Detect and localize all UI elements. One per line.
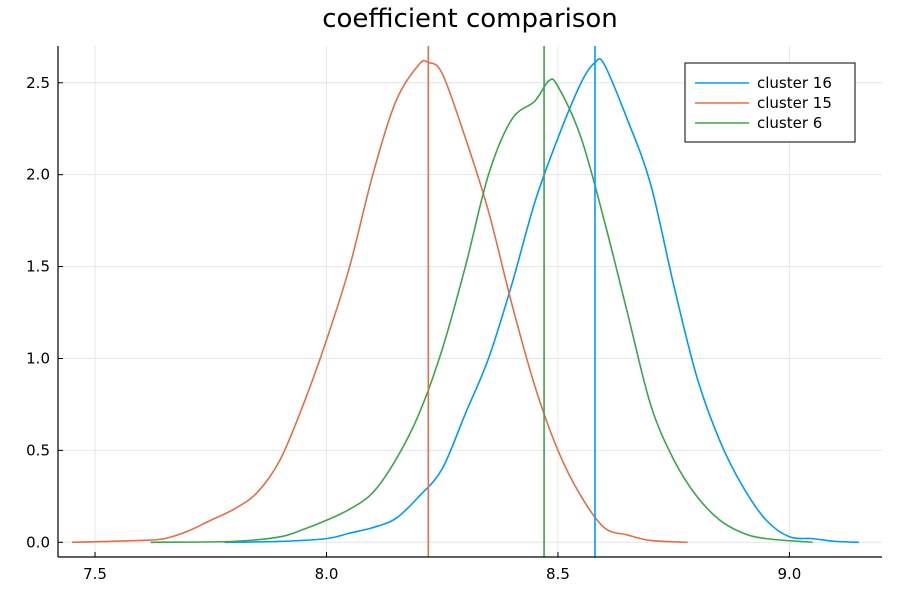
y-tick-label: 0.5 [26,441,50,459]
y-tick-label: 1.0 [26,349,50,367]
x-tick-label: 8.5 [546,565,570,583]
density-line-1 [224,57,859,544]
y-tick-label: 2.0 [26,166,50,184]
legend-label: cluster 15 [757,94,832,112]
mean-lines [427,46,596,557]
y-tick-label: 0.0 [26,533,50,551]
legend-label: cluster 16 [757,74,832,92]
x-tick-label: 9.0 [777,565,801,583]
y-tick-label: 1.5 [26,258,50,276]
chart-title: coefficient comparison [322,4,618,34]
density-line-2 [71,59,688,544]
axes: 7.5 8.0 8.5 9.0 0.0 0.5 1.0 1.5 2.0 2.5 [26,46,882,583]
legend: cluster 16 cluster 15 cluster 6 [684,62,856,143]
series-layer [71,57,859,544]
density-line-3 [150,78,813,544]
x-tick-label: 7.5 [83,565,107,583]
x-tick-label: 8.0 [315,565,339,583]
y-tick-label: 2.5 [26,74,50,92]
legend-label: cluster 6 [757,114,822,132]
